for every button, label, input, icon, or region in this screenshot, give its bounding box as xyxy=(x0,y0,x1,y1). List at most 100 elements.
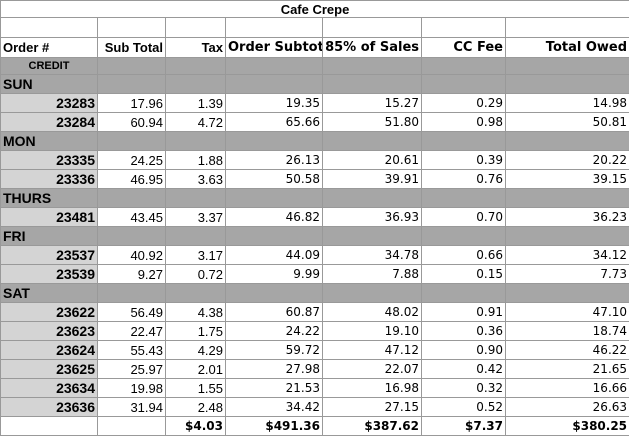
order-row: 23625 25.97 2.01 27.98 22.07 0.42 21.65 xyxy=(0,359,629,379)
cell: 23283 xyxy=(0,93,98,113)
cell: 25.97 xyxy=(97,359,166,379)
empty-cell xyxy=(421,17,506,38)
cell: FRI xyxy=(0,226,98,246)
order-row: 23283 17.96 1.39 19.35 15.27 0.29 14.98 xyxy=(0,93,629,113)
cell: 23284 xyxy=(0,112,98,132)
cell: 20.22 xyxy=(504,150,629,170)
empty-cell xyxy=(421,131,506,151)
empty-cell xyxy=(165,17,226,38)
cell: $491.36 xyxy=(225,416,323,436)
empty-cell xyxy=(322,131,422,151)
cell: CREDIT xyxy=(0,57,98,75)
empty-cell xyxy=(165,188,226,208)
order-row: 23335 24.25 1.88 26.13 20.61 0.39 20.22 xyxy=(0,150,629,170)
empty-cell xyxy=(504,131,629,151)
cell: Cafe Crepe xyxy=(0,0,629,18)
cell: 0.42 xyxy=(421,359,506,379)
cell: 24.22 xyxy=(225,321,323,341)
order-row: 23539 9.27 0.72 9.99 7.88 0.15 7.73 xyxy=(0,264,629,284)
cell: Tax xyxy=(165,37,226,58)
empty-cell xyxy=(165,131,226,151)
order-row: 23336 46.95 3.63 50.58 39.91 0.76 39.15 xyxy=(0,169,629,189)
cell: 26.63 xyxy=(504,397,629,417)
cell: 4.72 xyxy=(165,112,226,132)
empty-cell xyxy=(322,17,422,38)
day-row: FRI xyxy=(0,226,629,246)
cell: 3.63 xyxy=(165,169,226,189)
cell: 23335 xyxy=(0,150,98,170)
cell: 59.72 xyxy=(225,340,323,360)
empty-cell xyxy=(225,188,323,208)
empty-cell xyxy=(225,17,323,38)
cell: 47.10 xyxy=(504,302,629,322)
empty-cell xyxy=(421,226,506,246)
cell: CC Fee xyxy=(421,37,506,58)
cell: 39.15 xyxy=(504,169,629,189)
day-row: SAT xyxy=(0,283,629,303)
cell: 1.75 xyxy=(165,321,226,341)
cell: 47.12 xyxy=(322,340,422,360)
cell: 24.25 xyxy=(97,150,166,170)
empty-cell xyxy=(322,74,422,94)
cell: 36.23 xyxy=(504,207,629,227)
empty-cell xyxy=(165,74,226,94)
cell: 19.98 xyxy=(97,378,166,398)
cell: 23625 xyxy=(0,359,98,379)
cell: 2.01 xyxy=(165,359,226,379)
cell: 16.66 xyxy=(504,378,629,398)
cell: 46.22 xyxy=(504,340,629,360)
blank-row xyxy=(0,17,629,38)
empty-cell xyxy=(97,57,166,75)
empty-cell xyxy=(225,57,323,75)
cell: 0.76 xyxy=(421,169,506,189)
cell: 27.15 xyxy=(322,397,422,417)
day-row: THURS xyxy=(0,188,629,208)
empty-cell xyxy=(504,283,629,303)
cell: 23336 xyxy=(0,169,98,189)
cell: 40.92 xyxy=(97,245,166,265)
order-row: 23624 55.43 4.29 59.72 47.12 0.90 46.22 xyxy=(0,340,629,360)
cell: 0.36 xyxy=(421,321,506,341)
cell: 4.29 xyxy=(165,340,226,360)
empty-cell xyxy=(504,74,629,94)
cell: Order Subtotal xyxy=(225,37,323,58)
empty-cell xyxy=(97,226,166,246)
cell: 0.15 xyxy=(421,264,506,284)
empty-cell xyxy=(421,57,506,75)
empty-cell xyxy=(322,188,422,208)
cell: 51.80 xyxy=(322,112,422,132)
cell: THURS xyxy=(0,188,98,208)
cell: $387.62 xyxy=(322,416,422,436)
cell: 31.94 xyxy=(97,397,166,417)
cell: 36.93 xyxy=(322,207,422,227)
cell: 0.72 xyxy=(165,264,226,284)
cell: 1.88 xyxy=(165,150,226,170)
title-row: Cafe Crepe xyxy=(0,0,629,18)
cell: 15.27 xyxy=(322,93,422,113)
empty-cell xyxy=(165,283,226,303)
cell: 60.94 xyxy=(97,112,166,132)
empty-cell xyxy=(504,226,629,246)
empty-cell xyxy=(97,74,166,94)
order-row: 23623 22.47 1.75 24.22 19.10 0.36 18.74 xyxy=(0,321,629,341)
cell: 23481 xyxy=(0,207,98,227)
empty-cell xyxy=(97,17,166,38)
cell: 23623 xyxy=(0,321,98,341)
empty-cell xyxy=(504,57,629,75)
cell: 46.82 xyxy=(225,207,323,227)
empty-cell xyxy=(322,283,422,303)
cell: 1.39 xyxy=(165,93,226,113)
cell: Sub Total xyxy=(97,37,166,58)
empty-cell xyxy=(504,188,629,208)
cell: Order # xyxy=(0,37,98,58)
cell: 22.07 xyxy=(322,359,422,379)
cell: 34.42 xyxy=(225,397,323,417)
order-row: 23481 43.45 3.37 46.82 36.93 0.70 36.23 xyxy=(0,207,629,227)
cell: 0.39 xyxy=(421,150,506,170)
cell: Total Owed xyxy=(504,37,629,58)
cell: 16.98 xyxy=(322,378,422,398)
cell: SUN xyxy=(0,74,98,94)
